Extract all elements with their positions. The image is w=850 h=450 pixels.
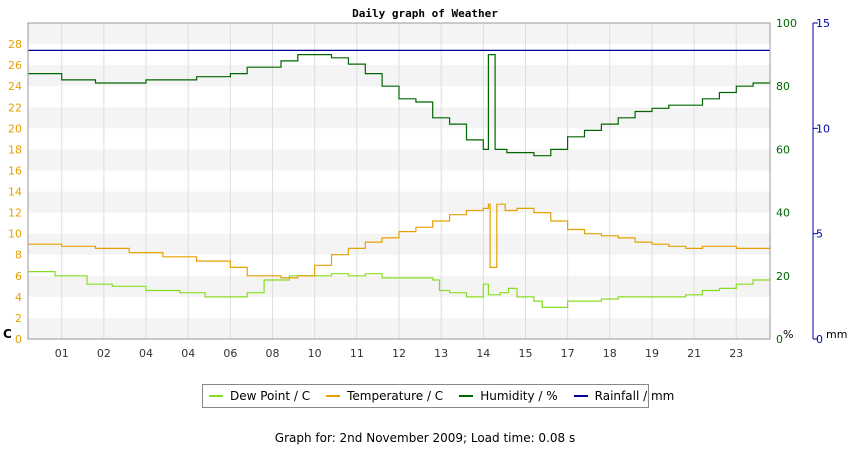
- left-tick-label: 20: [8, 122, 22, 135]
- chart-title: Daily graph of Weather: [352, 7, 498, 20]
- series-line-temperature: [28, 203, 771, 279]
- humidity-tick-label: 0: [776, 333, 783, 346]
- left-tick-label: 12: [8, 207, 22, 220]
- x-tick-label: 02: [97, 347, 111, 360]
- left-tick-label: 26: [8, 59, 22, 72]
- x-tick-label: 19: [645, 347, 659, 360]
- humidity-axis-unit: %: [783, 328, 793, 341]
- legend-item: Dew Point / C: [209, 389, 310, 403]
- rainfall-tick-label: 15: [816, 17, 830, 30]
- x-tick-label: 17: [561, 347, 575, 360]
- humidity-tick-label: 40: [776, 207, 790, 220]
- legend: Dew Point / C Temperature / C Humidity / %…: [202, 384, 674, 408]
- x-axis: 01 02 04 04 06 08 10 11 12 13 14 15 17 18 19 21 23: [55, 23, 743, 360]
- legend-swatch: [326, 395, 341, 397]
- x-tick-label: 13: [434, 347, 448, 360]
- left-tick-label: 22: [8, 101, 22, 114]
- x-tick-label: 18: [603, 347, 617, 360]
- left-tick-label: 10: [8, 228, 22, 241]
- left-tick-label: 16: [8, 164, 22, 177]
- left-tick-label: 14: [8, 186, 22, 199]
- legend-label: Temperature / C: [347, 389, 444, 403]
- x-tick-label: 21: [687, 347, 701, 360]
- footer-info: Graph for: 2nd November 2009; Load time:…: [274, 431, 576, 445]
- x-tick-label: 12: [392, 347, 406, 360]
- left-axis-unit: C: [3, 327, 12, 341]
- humidity-tick-label: 60: [776, 143, 790, 156]
- series-line-dew: [28, 271, 771, 308]
- series-lines: [28, 49, 771, 308]
- legend-swatch: [209, 395, 223, 397]
- left-tick-label: 4: [15, 291, 22, 304]
- left-tick-label: 2: [15, 312, 22, 325]
- legend-label: Dew Point / C: [230, 389, 311, 403]
- x-tick-label: 14: [476, 347, 490, 360]
- x-tick-label: 04: [181, 347, 195, 360]
- x-tick-label: 15: [518, 347, 532, 360]
- legend-item: Rainfall / mm: [573, 389, 675, 403]
- legend-label: Rainfall / mm: [594, 389, 675, 403]
- legend-label: Humidity / %: [480, 389, 558, 403]
- left-tick-label: 6: [15, 270, 22, 283]
- left-tick-label: 0: [15, 333, 22, 346]
- humidity-tick-label: 80: [776, 80, 790, 93]
- plot-frame: [27, 22, 771, 340]
- humidity-tick-label: 100: [776, 17, 797, 30]
- x-tick-label: 10: [308, 347, 322, 360]
- x-tick-label: 08: [266, 347, 280, 360]
- humidity-tick-label: 20: [776, 270, 790, 283]
- legend-swatch: [573, 395, 588, 397]
- legend-item: Humidity / %: [459, 389, 558, 403]
- humidity-axis: 0 20 40 60 80 100: [776, 17, 797, 346]
- x-tick-label: 04: [139, 347, 153, 360]
- legend-swatch: [459, 395, 474, 397]
- rainfall-tick-label: 10: [816, 122, 830, 135]
- rainfall-axis: 0 5 10 15: [813, 17, 830, 346]
- rainfall-tick-label: 5: [816, 228, 823, 241]
- x-tick-label: 06: [223, 347, 237, 360]
- x-tick-label: 23: [729, 347, 743, 360]
- left-tick-label: 24: [8, 80, 22, 93]
- legend-item: Temperature / C: [326, 389, 443, 403]
- left-tick-label: 18: [8, 143, 22, 156]
- rainfall-tick-label: 0: [816, 333, 823, 346]
- rainfall-axis-unit: mm: [826, 328, 847, 341]
- series-line-humidity: [28, 54, 771, 157]
- left-tick-label: 8: [15, 249, 22, 262]
- x-tick-label: 11: [350, 347, 364, 360]
- x-tick-label: 01: [55, 347, 69, 360]
- left-tick-label: 28: [8, 38, 22, 51]
